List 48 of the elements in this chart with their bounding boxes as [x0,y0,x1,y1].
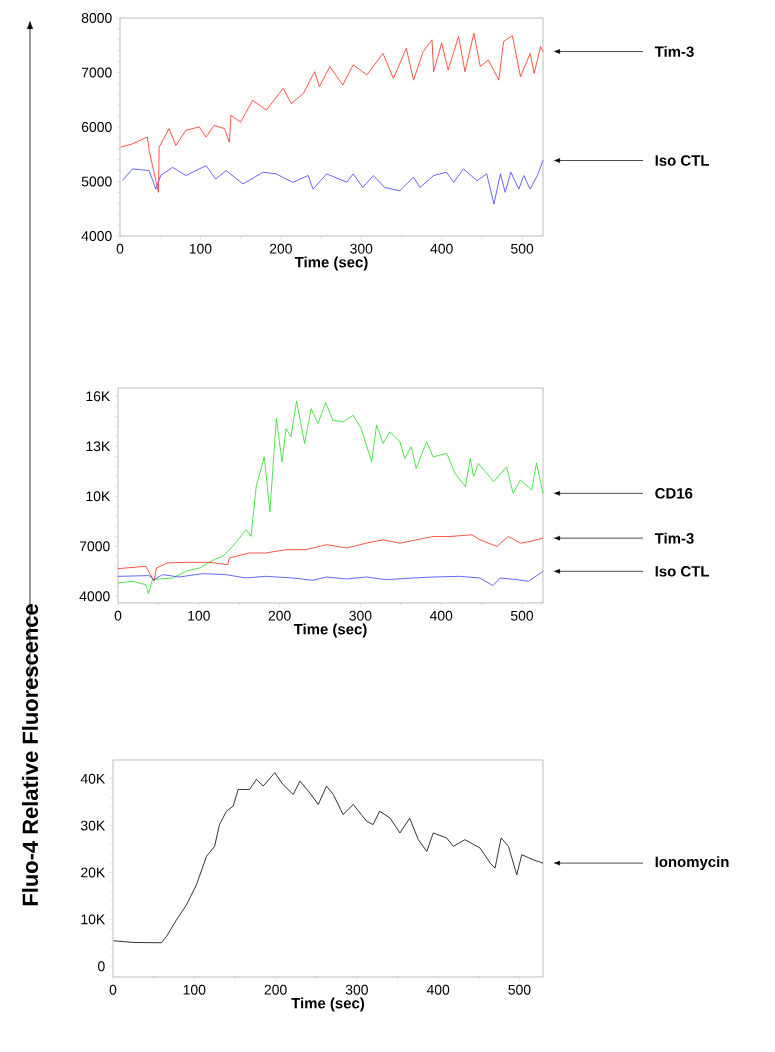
x-tick-label: 300 [345,984,368,995]
y-tick-label: 7000 [79,541,110,552]
line-series [117,400,544,595]
text: Tim-3 [654,532,694,544]
line-series [121,160,544,205]
x-tick-label: 0 [116,243,124,254]
text: Tim-3 [654,46,694,58]
x-tick-label: 500 [511,243,534,254]
y-tick-label: 13K [86,441,111,452]
x-tick-label: 500 [510,610,534,621]
text: Iso CTL [655,566,709,577]
x-tick-label: 400 [426,984,450,995]
x-axis-title: Time (sec) [291,997,365,1012]
y-tick-label: 40K [80,773,106,784]
y-axis-title: Fluo-4 Relative Fluorescence [21,604,39,906]
y-tick-label: 10K [86,491,111,502]
y-tick-label: 4000 [79,591,110,602]
line-series [113,772,544,944]
text: Iso CTL [655,155,709,166]
x-tick-label: 100 [188,610,210,621]
line-series [120,32,544,193]
y-tick-label: 10K [81,914,106,925]
x-axis-title: Time (sec) [294,256,368,271]
x-tick-label: 300 [350,243,373,254]
text: Ionomycin [655,856,729,871]
x-tick-label: 200 [269,243,292,254]
line-series [117,570,544,587]
x-tick-label: 100 [183,984,206,995]
x-tick-label: 400 [429,610,453,621]
x-tick-label: 200 [268,610,291,621]
x-tick-label: 400 [430,243,453,254]
y-tick-label: 30K [80,820,106,831]
y-tick-label: 6000 [81,122,112,132]
x-axis-title: Time (sec) [293,623,367,638]
y-tick-label: 4000 [81,231,112,241]
x-tick-label: 0 [114,610,122,621]
text: CD16 [655,488,693,499]
x-tick-label: 200 [264,984,287,995]
x-tick-label: 100 [189,243,212,254]
y-tick-label: 0 [98,961,105,972]
y-tick-label: 8000 [81,13,112,23]
x-tick-label: 300 [349,610,372,621]
y-tick-label: 20K [81,867,106,878]
y-tick-label: 5000 [81,176,112,187]
y-tick-label: 7000 [81,67,112,78]
x-tick-label: 500 [508,984,531,995]
y-tick-label: 16K [86,391,111,402]
line-series [117,534,544,582]
